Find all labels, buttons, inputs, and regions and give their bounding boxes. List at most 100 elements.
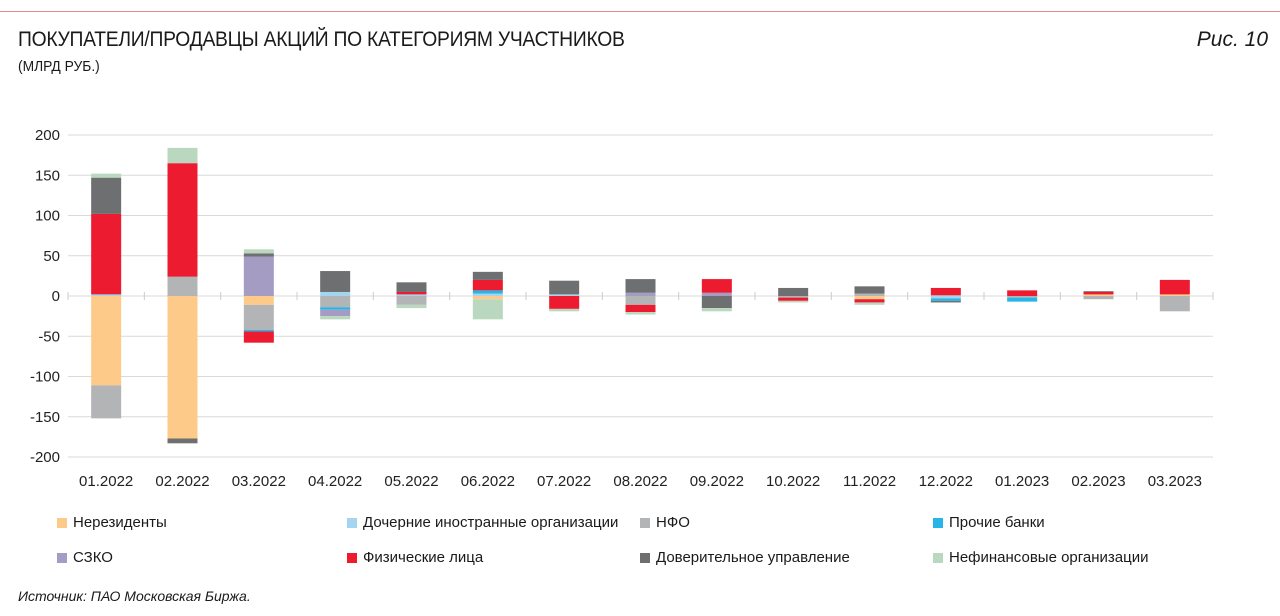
bar-segment	[854, 302, 885, 305]
bar-segment	[396, 294, 427, 296]
legend-swatch	[347, 518, 357, 528]
bar-segment	[243, 304, 274, 330]
legend-item: Доверительное управление	[640, 549, 850, 567]
bar-segment	[854, 286, 885, 294]
bar-segment	[625, 292, 656, 296]
bar-segment	[1007, 290, 1038, 296]
bar-segment	[91, 177, 122, 214]
x-tick-label: 08.2022	[613, 473, 667, 490]
x-tick-label: 02.2023	[1071, 473, 1125, 490]
legend-label: Дочерние иностранные организации	[363, 514, 619, 531]
bar-segment	[396, 296, 427, 305]
legend-label: Прочие банки	[949, 514, 1045, 531]
legend-label: СЗКО	[73, 549, 113, 566]
bar-segment	[243, 256, 274, 296]
bar-segment	[930, 296, 961, 299]
bar-segment	[930, 295, 961, 296]
x-tick-label: 11.2022	[843, 473, 896, 490]
bar-segment	[854, 296, 885, 300]
bar-segment	[396, 304, 427, 309]
bar-segment	[625, 304, 656, 313]
bar-segment	[243, 329, 274, 332]
bar-segment	[549, 280, 580, 295]
bar-segment	[396, 282, 427, 292]
bar-segment	[91, 385, 122, 419]
top-rule	[0, 11, 1280, 12]
bar-segment	[472, 293, 503, 296]
bar-segment	[1159, 279, 1190, 295]
figure-number: Рис. 10	[1196, 28, 1268, 51]
bar-segment	[625, 312, 656, 315]
y-tick-label: -200	[30, 449, 60, 466]
bar-segment	[167, 296, 198, 439]
y-tick-label: 50	[43, 248, 60, 265]
chart-subtitle: (МЛРД РУБ.)	[18, 58, 100, 75]
bar-segment	[778, 300, 809, 303]
bar-segment	[549, 308, 580, 312]
bar-segment	[1007, 296, 1038, 298]
bar-segment	[930, 300, 961, 303]
y-tick-label: 200	[35, 127, 60, 144]
bar-segment	[472, 296, 503, 300]
legend-swatch	[57, 553, 67, 563]
y-tick-label: 0	[52, 288, 60, 305]
x-tick-label: 01.2023	[995, 473, 1049, 490]
x-tick-label: 10.2022	[766, 473, 820, 490]
x-tick-label: 05.2022	[384, 473, 438, 490]
legend-label: Физические лица	[363, 549, 484, 566]
bar-segment	[1083, 291, 1114, 295]
bar-segment	[243, 331, 274, 343]
y-tick-label: -100	[30, 369, 60, 386]
y-tick-label: -150	[30, 409, 60, 426]
legend-label: НФО	[656, 514, 690, 531]
y-tick-label: -50	[38, 328, 60, 345]
bar-segment	[549, 294, 580, 296]
y-tick-label: 100	[35, 208, 60, 225]
legend-swatch	[933, 553, 943, 563]
legend-swatch	[933, 518, 943, 528]
legend-label: Нефинансовые организации	[949, 549, 1149, 566]
x-tick-label: 04.2022	[308, 473, 362, 490]
bar-segment	[1159, 296, 1190, 312]
bar-segment	[854, 293, 885, 296]
bar-segment	[472, 279, 503, 291]
bar-segment	[930, 287, 961, 296]
y-tick-label: 150	[35, 167, 60, 184]
bar-segment	[320, 309, 351, 317]
bar-segment	[320, 307, 351, 310]
legend-swatch	[347, 553, 357, 563]
bar-segment	[167, 163, 198, 277]
bar-segment	[320, 291, 351, 296]
bar-segment	[778, 297, 809, 301]
bar-segment	[1083, 291, 1114, 292]
bar-segment	[320, 316, 351, 320]
legend-item: Нефинансовые организации	[933, 549, 1148, 567]
bar-segment	[91, 173, 122, 178]
bar-segment	[243, 249, 274, 254]
bar-segment	[625, 296, 656, 305]
bar-segment	[472, 271, 503, 280]
legend-item: Дочерние иностранные организации	[347, 514, 618, 532]
bar-segment	[320, 271, 351, 292]
bar-segment	[91, 294, 122, 296]
legend-swatch	[640, 518, 650, 528]
source-note: Источник: ПАО Московская Биржа.	[18, 588, 251, 604]
bar-segment	[91, 213, 122, 295]
bar-segment	[472, 299, 503, 320]
bar-segment	[1159, 294, 1190, 296]
x-tick-label: 12.2022	[919, 473, 973, 490]
bar-segment	[167, 147, 198, 164]
bar-segment	[701, 279, 732, 293]
bar-segment	[472, 290, 503, 294]
bar-segment	[243, 253, 274, 257]
legend-item: Прочие банки	[933, 514, 1045, 532]
x-tick-label: 01.2022	[79, 473, 133, 490]
legend-label: Доверительное управление	[656, 549, 850, 566]
bar-segment	[1083, 296, 1114, 300]
bar-segment	[1083, 294, 1114, 296]
bar-segment	[778, 296, 809, 298]
bar-segment	[701, 292, 732, 296]
x-tick-label: 03.2022	[232, 473, 286, 490]
legend-item: Нерезиденты	[57, 514, 167, 532]
